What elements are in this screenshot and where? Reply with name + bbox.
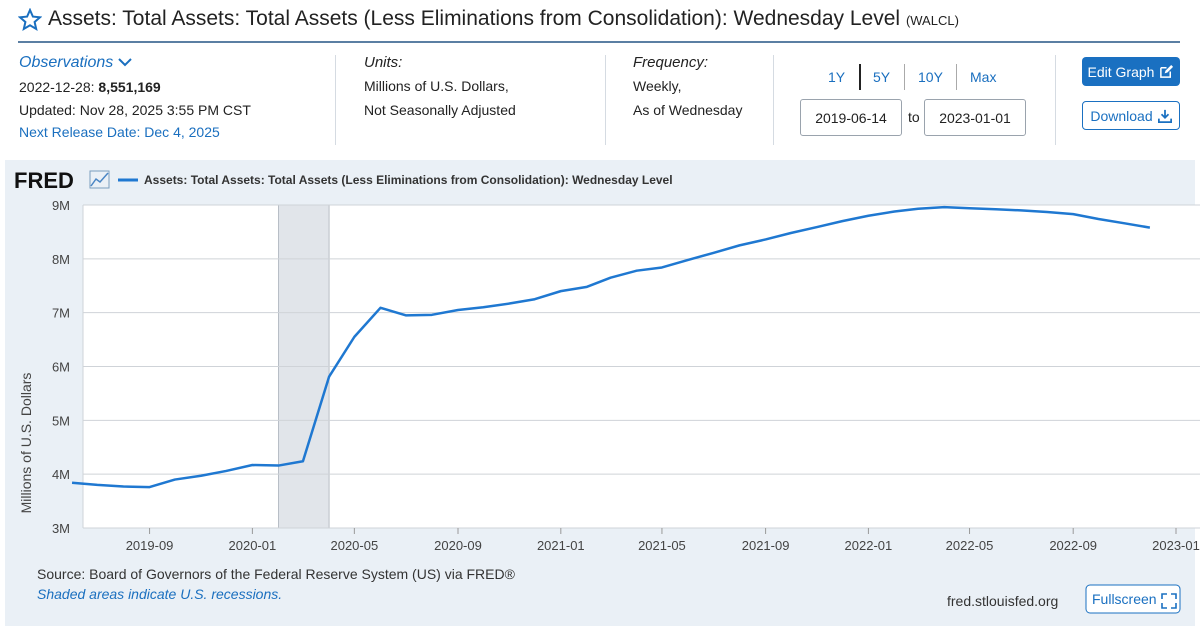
y-tick-label: 6M [52,360,70,375]
range-divider [859,64,861,90]
site-url: fred.stlouisfed.org [947,593,1058,609]
units-line: Not Seasonally Adjusted [364,102,516,118]
logo-icon [89,170,110,189]
series-line [71,205,1151,489]
edit-icon [1160,64,1174,78]
observation-date: 2022-12-28: [19,79,95,95]
fullscreen-label[interactable]: Fullscreen [1092,591,1157,607]
recession-note[interactable]: Shaded areas indicate U.S. recessions. [37,586,282,602]
range-button[interactable]: 10Y [918,69,943,85]
fullscreen-icon [1161,593,1177,609]
separator [773,55,774,145]
start-date-input[interactable]: 2019-06-14 [800,99,902,136]
frequency-label: Frequency: [633,54,709,71]
observations-toggle[interactable]: Observations [19,54,132,72]
star-icon[interactable] [18,8,42,32]
source: Source: Board of Governors of the Federa… [37,566,516,582]
download-button[interactable]: Download [1082,101,1180,130]
x-tick-label: 2023-01 [1152,538,1200,553]
edit-graph-label[interactable]: Edit Graph [1087,63,1155,80]
range-button[interactable]: 1Y [828,69,846,85]
x-tick-label: 2020-09 [434,538,482,553]
y-tick-label: 5M [52,413,70,428]
x-tick-label: 2020-05 [330,538,378,553]
units-line: Millions of U.S. Dollars, [364,78,509,94]
separator [1055,55,1056,145]
header-rule [18,41,1180,43]
units-label: Units: [364,54,403,71]
range-divider [956,64,957,90]
y-tick-label: 3M [52,521,70,536]
y-tick-label: 9M [52,198,70,213]
next-release[interactable]: Next Release Date: Dec 4, 2025 [19,124,220,140]
range-button[interactable]: Max [970,69,997,85]
chevron-icon [118,58,132,67]
series-id: (WALCL) [905,13,959,28]
separator [605,55,606,145]
x-tick-label: 2022-05 [946,538,994,553]
date-separator: to [908,109,920,125]
x-tick-label: 2021-01 [537,538,585,553]
download-label[interactable]: Download [1090,107,1153,124]
observation-value: 8,551,169 [98,79,161,95]
edit-graph-button[interactable]: Edit Graph [1082,57,1180,86]
legend-label: Assets: Total Assets: Total Assets (Less… [144,173,673,187]
updated: Updated: Nov 28, 2025 3:55 PM CST [19,102,251,118]
page-title: Assets: Total Assets: Total Assets (Less… [48,7,959,31]
series-title: Assets: Total Assets: Total Assets (Less… [48,7,901,30]
x-tick-label: 2022-01 [845,538,893,553]
chart: FRED Millions of U.S. Dollars 3M 4M 5M 6M 7M… [5,160,1200,626]
y-axis-label: Millions of U.S. Dollars [18,373,34,514]
observations-label[interactable]: Observations [19,54,114,71]
fullscreen-button[interactable] [1085,584,1181,614]
x-tick-label: 2021-09 [742,538,790,553]
frequency-line: As of Wednesday [633,102,743,118]
y-tick-label: 8M [52,252,70,267]
x-tick-label: 2022-09 [1049,538,1097,553]
separator [335,55,336,145]
x-tick-label: 2019-09 [126,538,174,553]
y-tick-label: 4M [52,467,70,482]
x-tick-label: 2021-05 [638,538,686,553]
fred-logo: FRED [14,168,74,193]
footer: Source: Board of Governors of the Federa… [37,566,1181,614]
y-tick-label: 7M [52,306,70,321]
download-icon [1157,109,1172,123]
latest-observation: 2022-12-28: 8,551,169 [19,79,161,95]
frequency-line: Weekly, [633,78,682,94]
end-date-input[interactable]: 2023-01-01 [924,99,1026,136]
range-divider [904,64,905,90]
range-button[interactable]: 5Y [873,69,891,85]
x-tick-label: 2020-01 [229,538,277,553]
